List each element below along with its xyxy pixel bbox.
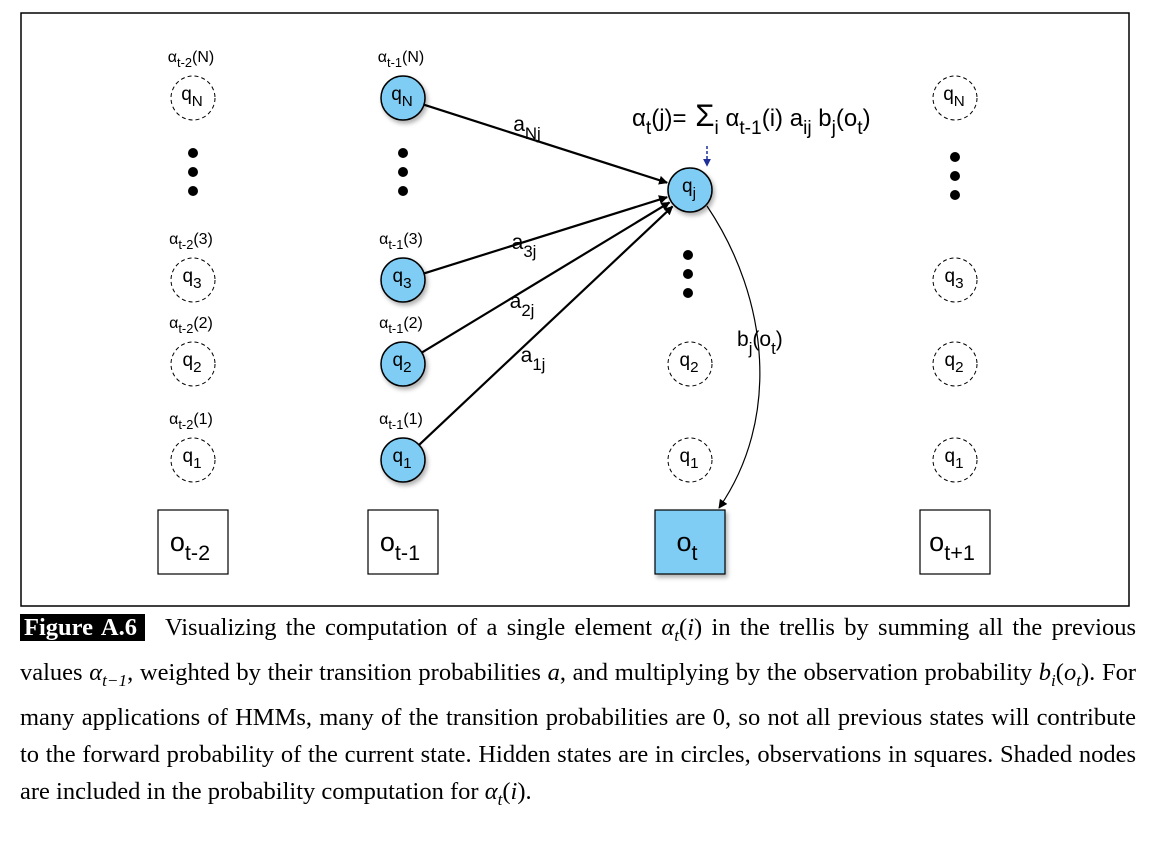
alpha-label: αt-1(3) xyxy=(379,231,423,252)
state-node-t-1-q3 xyxy=(380,257,426,303)
ellipsis-dot xyxy=(950,152,960,162)
state-node-t+1-qN xyxy=(932,75,978,121)
state-label: q3 xyxy=(182,266,201,292)
ellipsis-dot xyxy=(188,186,198,196)
ellipsis-dot xyxy=(188,148,198,158)
figure-label: Figure A.6 xyxy=(20,614,145,641)
state-node-t-2-q2 xyxy=(170,341,216,387)
caption-math: bi(ot) xyxy=(1038,658,1090,690)
state-node-t+1-q3 xyxy=(932,257,978,303)
caption-math: αt(i) xyxy=(661,614,703,645)
state-label: q2 xyxy=(944,350,963,376)
ellipsis-dot xyxy=(398,167,408,177)
caption-math: a xyxy=(547,658,560,686)
transition-label: aNj xyxy=(513,113,541,143)
ellipsis-dot xyxy=(683,250,693,260)
ellipsis-dot xyxy=(398,186,408,196)
transition-label: a3j xyxy=(512,231,537,261)
state-node-t+1-q1 xyxy=(932,437,978,483)
transition-arrow-q_2 xyxy=(421,201,671,354)
state-node-t-1-qN xyxy=(380,75,426,121)
observation-node-t+1 xyxy=(919,509,991,575)
state-label: q1 xyxy=(392,446,411,472)
state-node-t-2-q3 xyxy=(170,257,216,303)
state-node-t-2-q1 xyxy=(170,437,216,483)
caption-math: αt(i) xyxy=(484,777,526,809)
state-label: q3 xyxy=(392,266,411,292)
ellipsis-dot xyxy=(683,269,693,279)
alpha-label: αt-1(2) xyxy=(379,315,423,336)
ellipsis-dot xyxy=(950,171,960,181)
observation-label: ot-1 xyxy=(380,527,420,565)
ellipsis-dot xyxy=(683,288,693,298)
observation-label: ot-2 xyxy=(170,527,210,565)
state-node-t-1-q1 xyxy=(380,437,426,483)
forward-formula: αt(j)= Σi αt-1(i) aij bj(ot) xyxy=(632,98,871,139)
state-label: qN xyxy=(181,84,203,110)
alpha-label: αt-2(2) xyxy=(169,315,213,336)
state-label: qj xyxy=(682,176,696,202)
state-label: q2 xyxy=(392,350,411,376)
state-node-t+1-q2 xyxy=(932,341,978,387)
diagram-frame xyxy=(20,12,1130,607)
transition-arrow-q_3 xyxy=(423,195,668,275)
caption-math: αt−1 xyxy=(89,658,128,690)
emission-label: bj(ot) xyxy=(737,328,783,358)
emission-arrow xyxy=(706,205,761,509)
ellipsis-dot xyxy=(398,148,408,158)
state-node-t-q2 xyxy=(667,341,713,387)
observation-node-t xyxy=(654,509,726,575)
alpha-label: αt-1(N) xyxy=(378,49,424,70)
state-node-t-q1 xyxy=(667,437,713,483)
alpha-label: αt-2(N) xyxy=(168,49,214,70)
ellipsis-dot xyxy=(950,190,960,200)
observation-label: ot+1 xyxy=(929,527,975,565)
state-label: q2 xyxy=(182,350,201,376)
transition-arrow-q_N xyxy=(423,103,669,185)
state-label: qN xyxy=(391,84,413,110)
state-label: q3 xyxy=(944,266,963,292)
state-node-t-qj xyxy=(667,167,713,213)
figure-caption: Figure A.6 Visualizing the computation of… xyxy=(20,609,1136,818)
trellis-diagram: qN αt-2(N) q3 αt-2(3) q2 αt-2(2) q1 αt-2(1) ot-2… xyxy=(20,12,1130,607)
state-label: q1 xyxy=(944,446,963,472)
alpha-label: αt-1(1) xyxy=(379,411,423,432)
state-node-t-1-q2 xyxy=(380,341,426,387)
state-label: q2 xyxy=(679,350,698,376)
observation-node-t-1 xyxy=(367,509,439,575)
observation-label: ot xyxy=(676,527,697,565)
ellipsis-dot xyxy=(188,167,198,177)
observation-node-t-2 xyxy=(157,509,229,575)
alpha-label: αt-2(1) xyxy=(169,411,213,432)
caption-text: Visualizing the computation of a single … xyxy=(20,614,1136,809)
state-label: qN xyxy=(943,84,965,110)
transition-label: a2j xyxy=(510,290,535,320)
transition-label: a1j xyxy=(521,344,546,374)
state-node-t-2-qN xyxy=(170,75,216,121)
state-label: q1 xyxy=(679,446,698,472)
alpha-label: αt-2(3) xyxy=(169,231,213,252)
transition-arrow-q_1 xyxy=(418,205,674,446)
state-label: q1 xyxy=(182,446,201,472)
